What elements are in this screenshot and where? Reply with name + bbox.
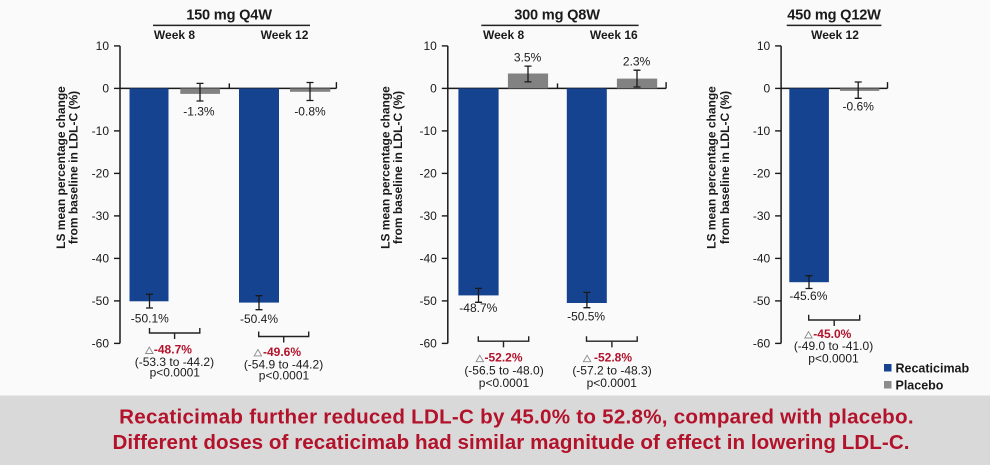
- svg-text:-40: -40: [753, 252, 771, 266]
- svg-text:LS mean percentage change: LS mean percentage change: [54, 86, 68, 249]
- svg-text:-52.8%: -52.8%: [594, 351, 632, 365]
- svg-text:-50.4%: -50.4%: [240, 312, 278, 326]
- svg-text:Week 16: Week 16: [590, 28, 638, 42]
- svg-text:LS mean percentage change: LS mean percentage change: [378, 86, 392, 249]
- svg-text:-10: -10: [92, 124, 110, 138]
- svg-text:2.3%: 2.3%: [623, 55, 651, 69]
- svg-text:-20: -20: [753, 167, 771, 181]
- svg-text:LS mean percentage change: LS mean percentage change: [705, 86, 719, 249]
- svg-text:-48.7%: -48.7%: [459, 301, 497, 315]
- svg-text:10: 10: [96, 39, 110, 53]
- svg-text:-10: -10: [419, 124, 437, 138]
- svg-text:Recaticimab: Recaticimab: [896, 362, 970, 376]
- svg-text:-40: -40: [92, 252, 110, 266]
- svg-text:-48.7%: -48.7%: [154, 343, 192, 357]
- svg-text:-30: -30: [92, 209, 110, 223]
- svg-text:(-56.5 to -48.0): (-56.5 to -48.0): [464, 363, 543, 377]
- svg-text:from baseline in LDL-C (%): from baseline in LDL-C (%): [66, 91, 80, 244]
- svg-text:Week 8: Week 8: [154, 28, 195, 42]
- svg-text:0: 0: [764, 82, 771, 96]
- svg-text:-50: -50: [92, 294, 110, 308]
- svg-text:10: 10: [757, 39, 771, 53]
- svg-text:-60: -60: [753, 337, 771, 351]
- svg-text:-60: -60: [419, 337, 437, 351]
- svg-text:p<0.0001: p<0.0001: [808, 352, 859, 366]
- svg-text:-50.1%: -50.1%: [131, 311, 169, 325]
- svg-text:(-53.3 to -44.2): (-53.3 to -44.2): [135, 355, 214, 369]
- svg-text:300 mg Q8W: 300 mg Q8W: [514, 7, 600, 23]
- svg-text:10: 10: [423, 39, 437, 53]
- svg-text:-20: -20: [92, 167, 110, 181]
- svg-text:p<0.0001: p<0.0001: [587, 376, 638, 390]
- svg-text:-45.0%: -45.0%: [813, 327, 851, 341]
- svg-text:Placebo: Placebo: [896, 379, 944, 393]
- svg-text:p<0.0001: p<0.0001: [479, 376, 530, 390]
- svg-text:-50: -50: [419, 294, 437, 308]
- svg-text:(-49.0 to -41.0): (-49.0 to -41.0): [794, 339, 873, 353]
- svg-text:Week 12: Week 12: [261, 28, 309, 42]
- svg-text:-45.6%: -45.6%: [789, 289, 827, 303]
- svg-text:-49.6%: -49.6%: [263, 345, 301, 359]
- svg-text:(-54.9 to -44.2): (-54.9 to -44.2): [244, 358, 323, 372]
- svg-text:from baseline in LDL-C (%): from baseline in LDL-C (%): [391, 91, 405, 244]
- svg-text:Different doses of recaticimab: Different doses of recaticimab had simil…: [112, 431, 909, 454]
- svg-text:p<0.0001: p<0.0001: [150, 366, 201, 380]
- svg-text:150 mg Q4W: 150 mg Q4W: [186, 7, 272, 23]
- svg-text:from baseline in LDL-C (%): from baseline in LDL-C (%): [718, 91, 732, 244]
- svg-text:-0.8%: -0.8%: [294, 105, 326, 119]
- svg-text:-52.2%: -52.2%: [485, 351, 523, 365]
- svg-text:0: 0: [430, 82, 437, 96]
- svg-text:p<0.0001: p<0.0001: [259, 368, 310, 382]
- svg-text:3.5%: 3.5%: [514, 51, 542, 65]
- svg-text:-1.3%: -1.3%: [183, 105, 215, 119]
- svg-text:-50.5%: -50.5%: [567, 309, 605, 323]
- svg-text:-30: -30: [753, 209, 771, 223]
- svg-text:-40: -40: [419, 252, 437, 266]
- svg-text:Recaticimab further reduced LD: Recaticimab further reduced LDL-C by 45.…: [119, 405, 914, 428]
- svg-text:-50: -50: [753, 294, 771, 308]
- svg-text:(-57.2 to -48.3): (-57.2 to -48.3): [572, 363, 651, 377]
- svg-text:0: 0: [102, 82, 109, 96]
- svg-text:-0.6%: -0.6%: [843, 100, 875, 114]
- svg-text:-10: -10: [753, 124, 771, 138]
- svg-text:-30: -30: [419, 209, 437, 223]
- svg-text:450 mg Q12W: 450 mg Q12W: [787, 7, 881, 23]
- svg-text:-60: -60: [92, 337, 110, 351]
- svg-text:Week 12: Week 12: [811, 28, 859, 42]
- svg-text:-20: -20: [419, 167, 437, 181]
- svg-text:Week 8: Week 8: [483, 28, 524, 42]
